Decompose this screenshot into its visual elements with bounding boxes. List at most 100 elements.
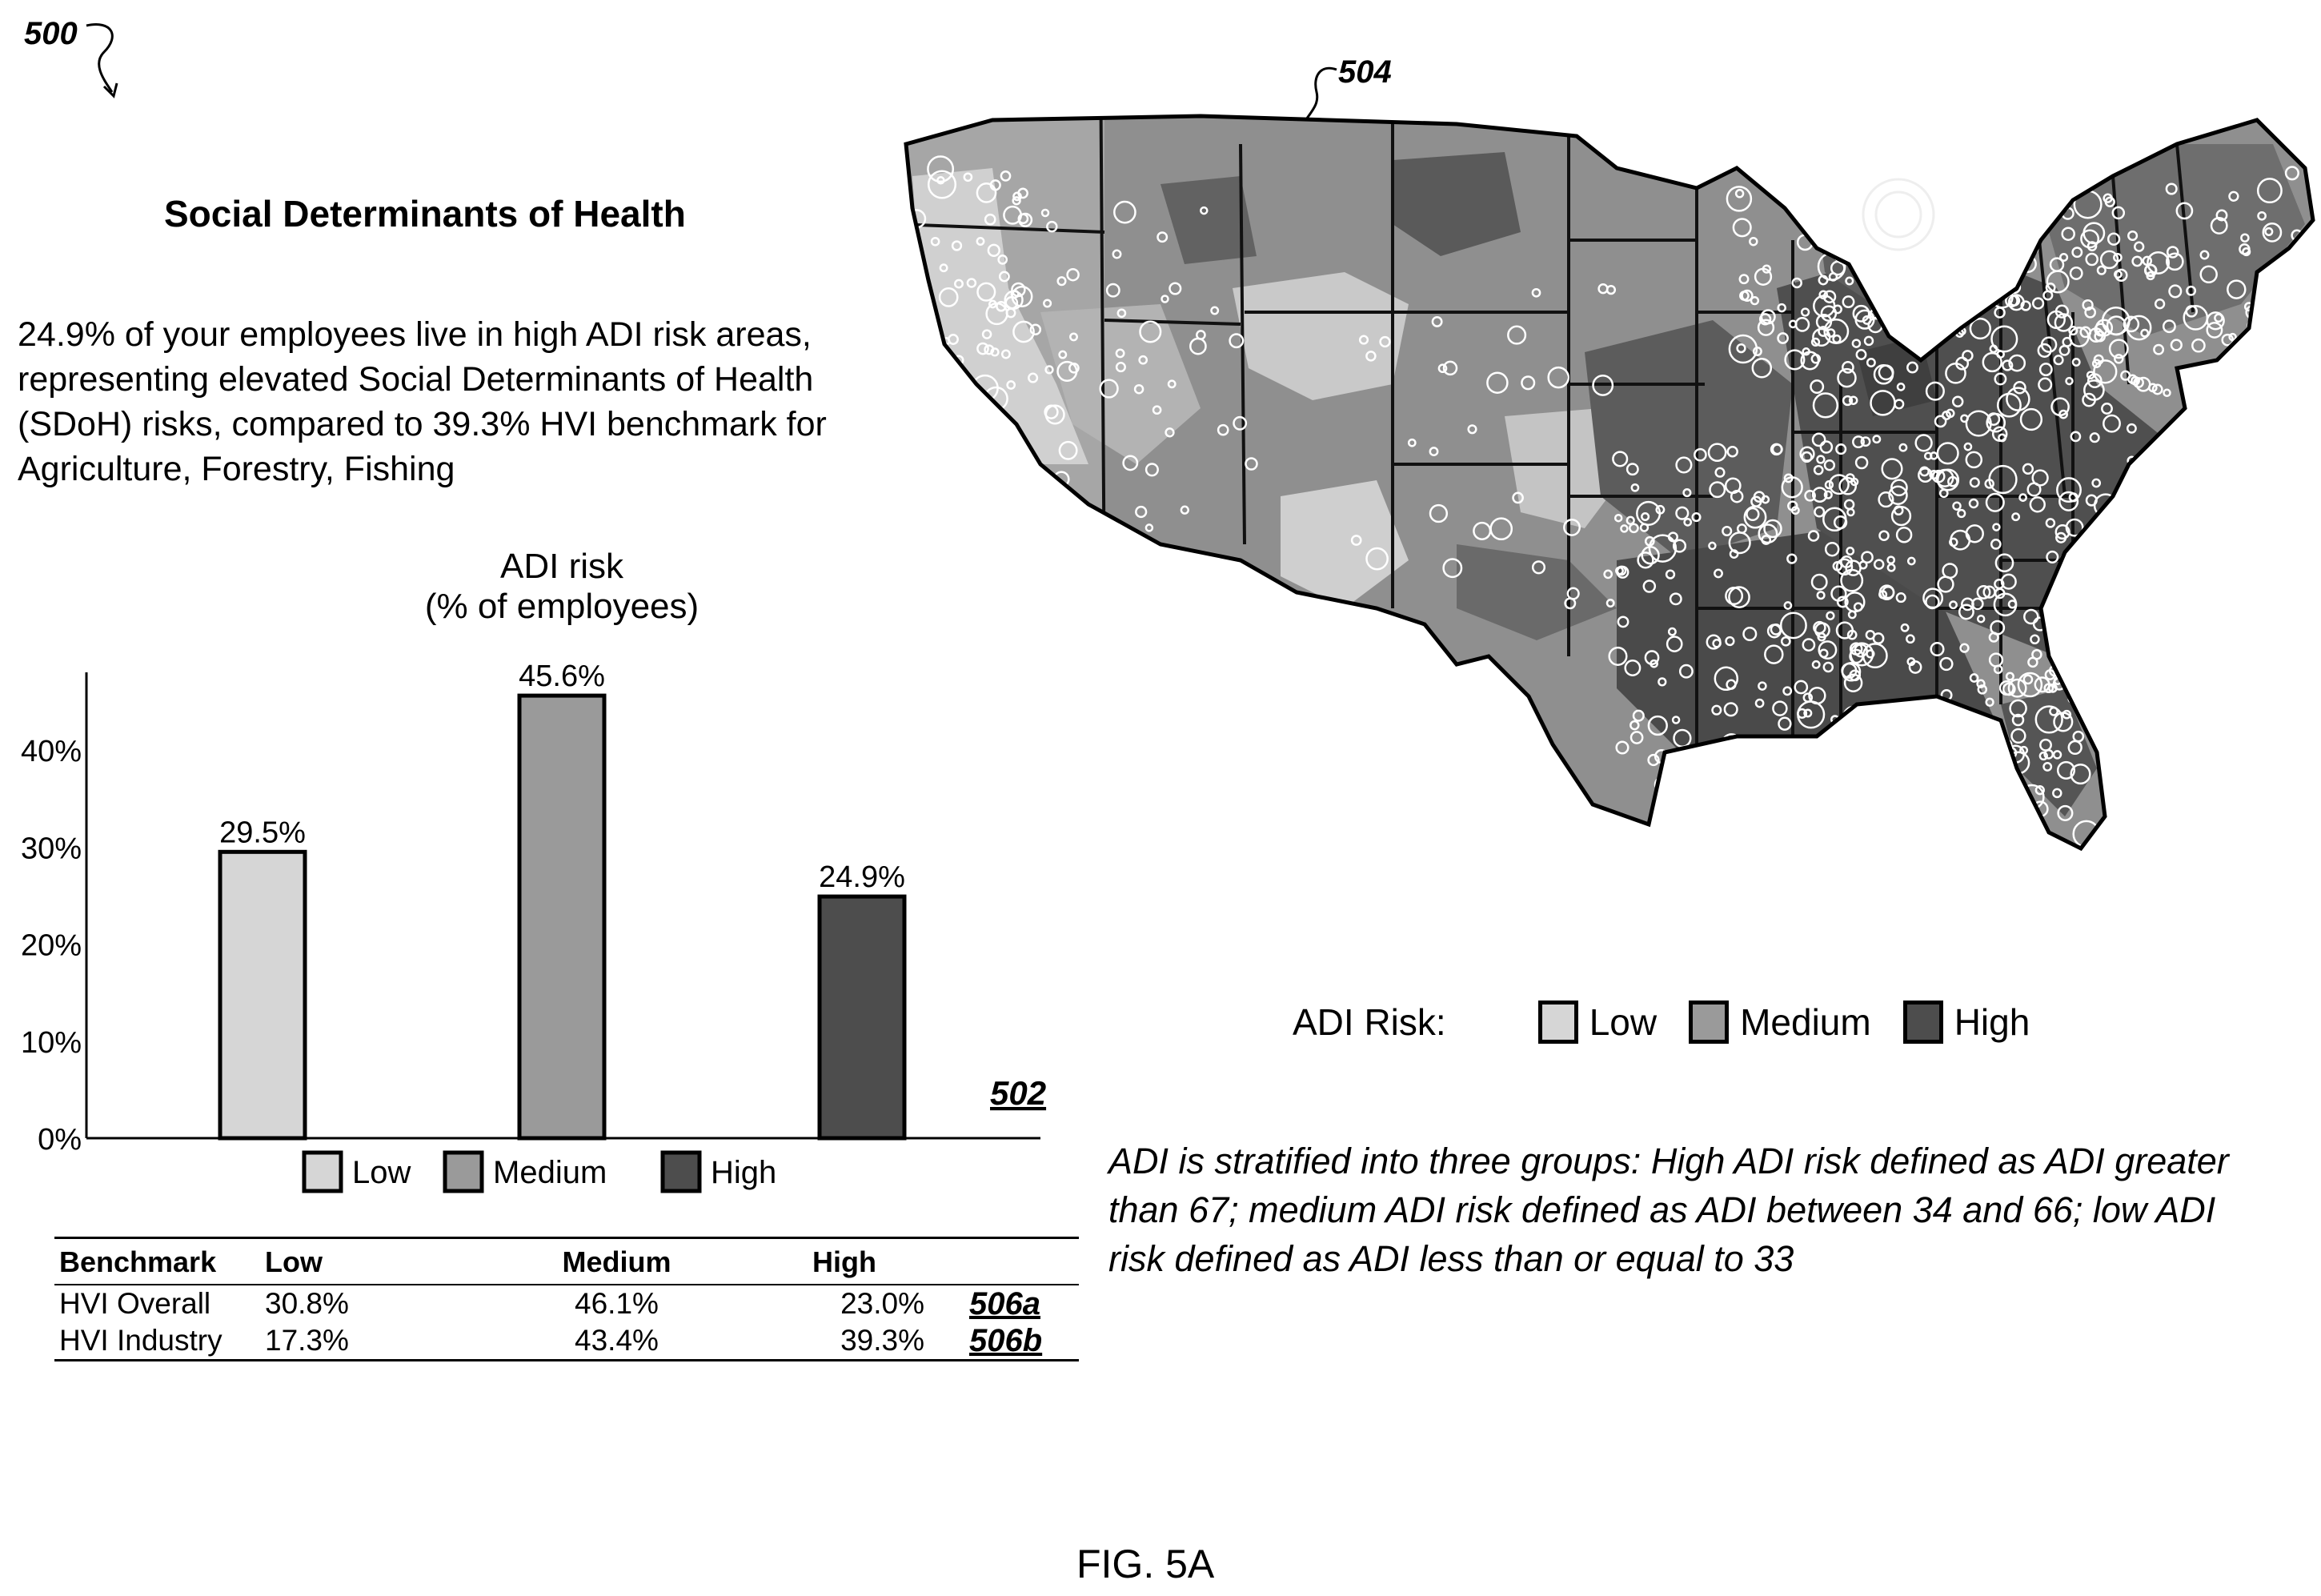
map-marker: [1973, 818, 1986, 832]
map-marker: [1852, 304, 1870, 323]
map-marker: [2022, 463, 2034, 475]
row-high: 39.3%: [840, 1324, 924, 1357]
map-marker: [1757, 319, 1775, 336]
map-marker: [2009, 699, 2027, 718]
map-marker: [1874, 297, 1883, 307]
map-marker: [1818, 734, 1828, 744]
map-marker: [2043, 683, 2054, 694]
map-marker: [981, 329, 992, 339]
map-marker: [911, 294, 930, 313]
map-marker: [1017, 213, 1029, 225]
map-marker: [2062, 709, 2072, 720]
map-marker: [2008, 797, 2023, 812]
map-marker: [2165, 182, 2178, 195]
map-marker: [2031, 297, 2045, 310]
map-marker: [2069, 266, 2083, 280]
map-marker: [1957, 508, 1966, 519]
map-marker: [1978, 751, 1996, 768]
map-marker: [927, 155, 955, 183]
map-marker: [1974, 271, 2003, 299]
map-marker: [2166, 552, 2180, 567]
benchmark-table: Benchmark Low Medium High HVI Overall 30…: [54, 1237, 1079, 1361]
map-marker: [2126, 423, 2137, 434]
map-marker: [1988, 464, 2018, 495]
map-marker: [1365, 351, 1377, 362]
map-marker: [930, 236, 940, 247]
chart-title: ADI risk: [500, 547, 624, 586]
map-marker: [2045, 282, 2056, 293]
map-marker: [2056, 760, 2076, 780]
map-marker-cluster: [1862, 178, 1935, 251]
map-marker: [2284, 166, 2299, 181]
map-marker: [1878, 584, 1895, 601]
map-marker: [2131, 255, 2143, 267]
map-outline: [904, 114, 2315, 852]
map-marker: [1442, 558, 1463, 579]
map-marker: [1442, 360, 1458, 376]
map-marker: [1849, 669, 1862, 682]
bar-medium: [517, 693, 607, 1141]
map-marker: [2137, 523, 2163, 549]
map-marker: [2053, 355, 2064, 366]
map-marker: [1985, 492, 2005, 512]
map-marker: [2070, 687, 2084, 701]
map-marker: [1429, 447, 1439, 457]
map-marker: [1639, 523, 1650, 532]
map-marker: [2068, 492, 2078, 503]
map-marker: [1626, 463, 1639, 476]
summary-text: 24.9% of your employees live in high ADI…: [18, 315, 827, 488]
map-marker: [1939, 656, 1954, 672]
map-marker: [1630, 731, 1644, 744]
map-marker: [1951, 395, 1964, 408]
map-marker: [2117, 548, 2128, 560]
map-marker: [1741, 289, 1754, 303]
map-marker: [1069, 332, 1078, 342]
map-marker: [1807, 530, 1820, 542]
map-marker: [1822, 290, 1837, 303]
map-marker: [2166, 246, 2179, 259]
map-marker: [1842, 361, 1854, 374]
map-marker: [1976, 679, 1986, 688]
map-marker: [1936, 468, 1960, 491]
map-marker: [1112, 249, 1122, 259]
map-marker: [1835, 558, 1854, 576]
map-marker: [1616, 565, 1627, 576]
map-marker: [2099, 250, 2119, 270]
map-marker: [1848, 395, 1858, 405]
map-marker: [1648, 534, 1678, 563]
map-marker: [985, 302, 1008, 326]
map-marker: [2090, 564, 2099, 573]
header-low: Low: [265, 1245, 323, 1278]
map-marker: [2228, 190, 2239, 202]
map-marker: [1531, 560, 1546, 575]
map-marker: [2066, 165, 2090, 189]
map-marker: [1707, 443, 1727, 463]
map-marker: [1812, 327, 1831, 347]
map-marker: [1138, 355, 1148, 365]
map-marker: [1040, 208, 1050, 218]
map-marker: [2242, 247, 2251, 257]
map-marker: [980, 436, 993, 450]
map-marker: [2042, 761, 2053, 772]
map-marker: [1979, 746, 1996, 763]
map-marker: [1814, 506, 1826, 518]
map-marker: [2049, 257, 2065, 272]
map-marker: [2011, 512, 2021, 522]
page-title: Social Determinants of Health: [164, 193, 686, 235]
map-marker: [1739, 291, 1750, 301]
map-marker: [1993, 592, 2018, 617]
map-marker: [1824, 480, 1834, 490]
map-marker: [2135, 376, 2151, 392]
map-marker: [1708, 541, 1717, 551]
map-marker: [1068, 362, 1080, 374]
map-marker: [1888, 485, 1908, 505]
map-marker: [948, 334, 959, 345]
map-marker: [2126, 315, 2152, 341]
map-marker: [2005, 672, 2014, 681]
map-marker: [2031, 469, 2049, 487]
map-marker: [1467, 424, 1477, 435]
map-marker: [1855, 349, 1867, 360]
map-marker: [1608, 646, 1628, 666]
map-marker: [2052, 788, 2062, 799]
map-marker: [1983, 769, 1994, 779]
